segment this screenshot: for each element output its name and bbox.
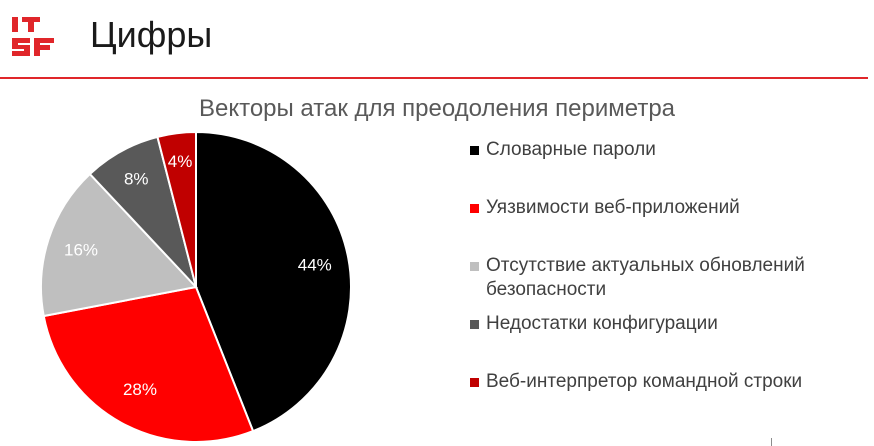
legend-label: Уязвимости веб-приложений [486, 197, 740, 218]
legend-item: Уязвимости веб-приложений [470, 196, 856, 220]
legend-swatch [470, 146, 479, 155]
chart-title: Векторы атак для преодоления периметра [198, 95, 676, 122]
legend-swatch [470, 378, 479, 387]
legend-swatch [470, 204, 479, 213]
legend-label: Отсутствие актуальных обновлений безопас… [486, 255, 805, 300]
legend-item: Отсутствие актуальных обновлений безопас… [470, 254, 856, 302]
legend-swatch [470, 262, 479, 271]
itsf-logo [12, 17, 54, 56]
legend-label: Веб-интерпретор командной строки [486, 371, 803, 392]
slice-cmd-interpreter [156, 130, 197, 288]
slice-dictionary-passwords [195, 130, 352, 433]
slice-label: 4% [168, 152, 193, 171]
legend-item: Словарные пароли [470, 138, 856, 162]
legend-item: Недостатки конфигурации [470, 312, 856, 336]
legend-label: Словарные пароли [486, 139, 656, 160]
slice-label: 8% [124, 169, 149, 188]
divider-tick [771, 438, 772, 446]
legend-item: Веб-интерпретор командной строки [470, 370, 856, 394]
legend-swatch [470, 320, 479, 329]
slice-web-app-vulns [42, 285, 255, 443]
slice-label: 28% [123, 380, 157, 399]
title-divider [0, 77, 868, 79]
slice-missing-updates [40, 172, 198, 318]
slice-label: 44% [298, 255, 332, 274]
slice-label: 16% [64, 241, 98, 260]
legend-label: Недостатки конфигурации [486, 313, 718, 334]
slide-title: Цифры [90, 14, 213, 55]
